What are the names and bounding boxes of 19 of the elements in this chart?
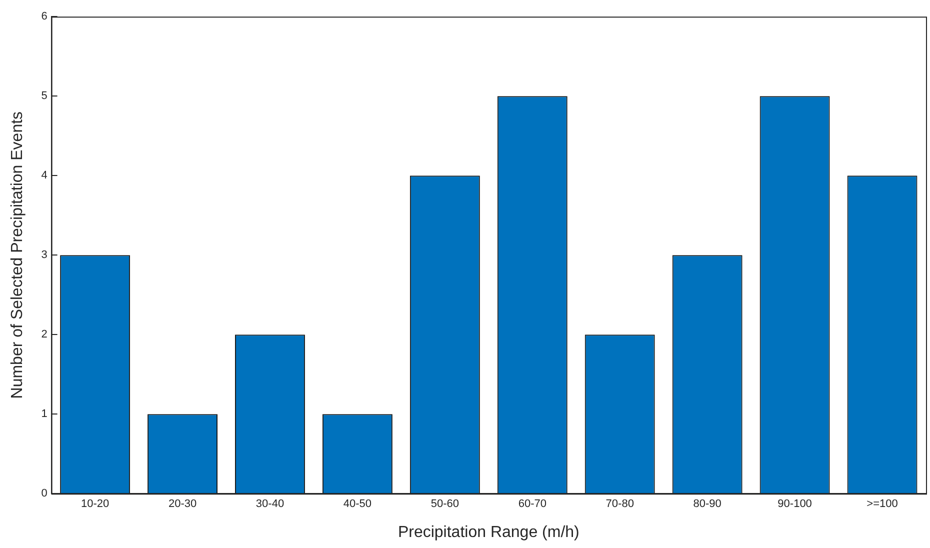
y-axis-title: Number of Selected Precipitation Events (9, 111, 26, 399)
y-tick-label: 4 (41, 170, 48, 182)
x-tick-label: 70-80 (606, 498, 634, 510)
x-tick-label: 40-50 (343, 498, 372, 510)
y-tick-label: 1 (41, 408, 48, 420)
y-tick-label: 2 (41, 328, 48, 341)
x-tick-label: 90-100 (778, 498, 812, 510)
y-tick-label: 3 (41, 249, 48, 262)
x-tick-label: 10-20 (80, 498, 110, 510)
y-tick-label: 0 (41, 488, 48, 500)
y-tick-label: 5 (41, 90, 48, 102)
x-tick-label: 60-70 (518, 498, 546, 510)
x-axis-title: Precipitation Range (m/h) (398, 524, 580, 541)
y-tick-label: 6 (41, 10, 48, 23)
x-tick-label: >=100 (866, 498, 898, 510)
x-tick-label: 30-40 (256, 498, 284, 510)
x-tick-label: 80-90 (693, 498, 722, 510)
x-tick-label: 50-60 (430, 498, 459, 510)
x-tick-label: 20-30 (168, 498, 197, 510)
